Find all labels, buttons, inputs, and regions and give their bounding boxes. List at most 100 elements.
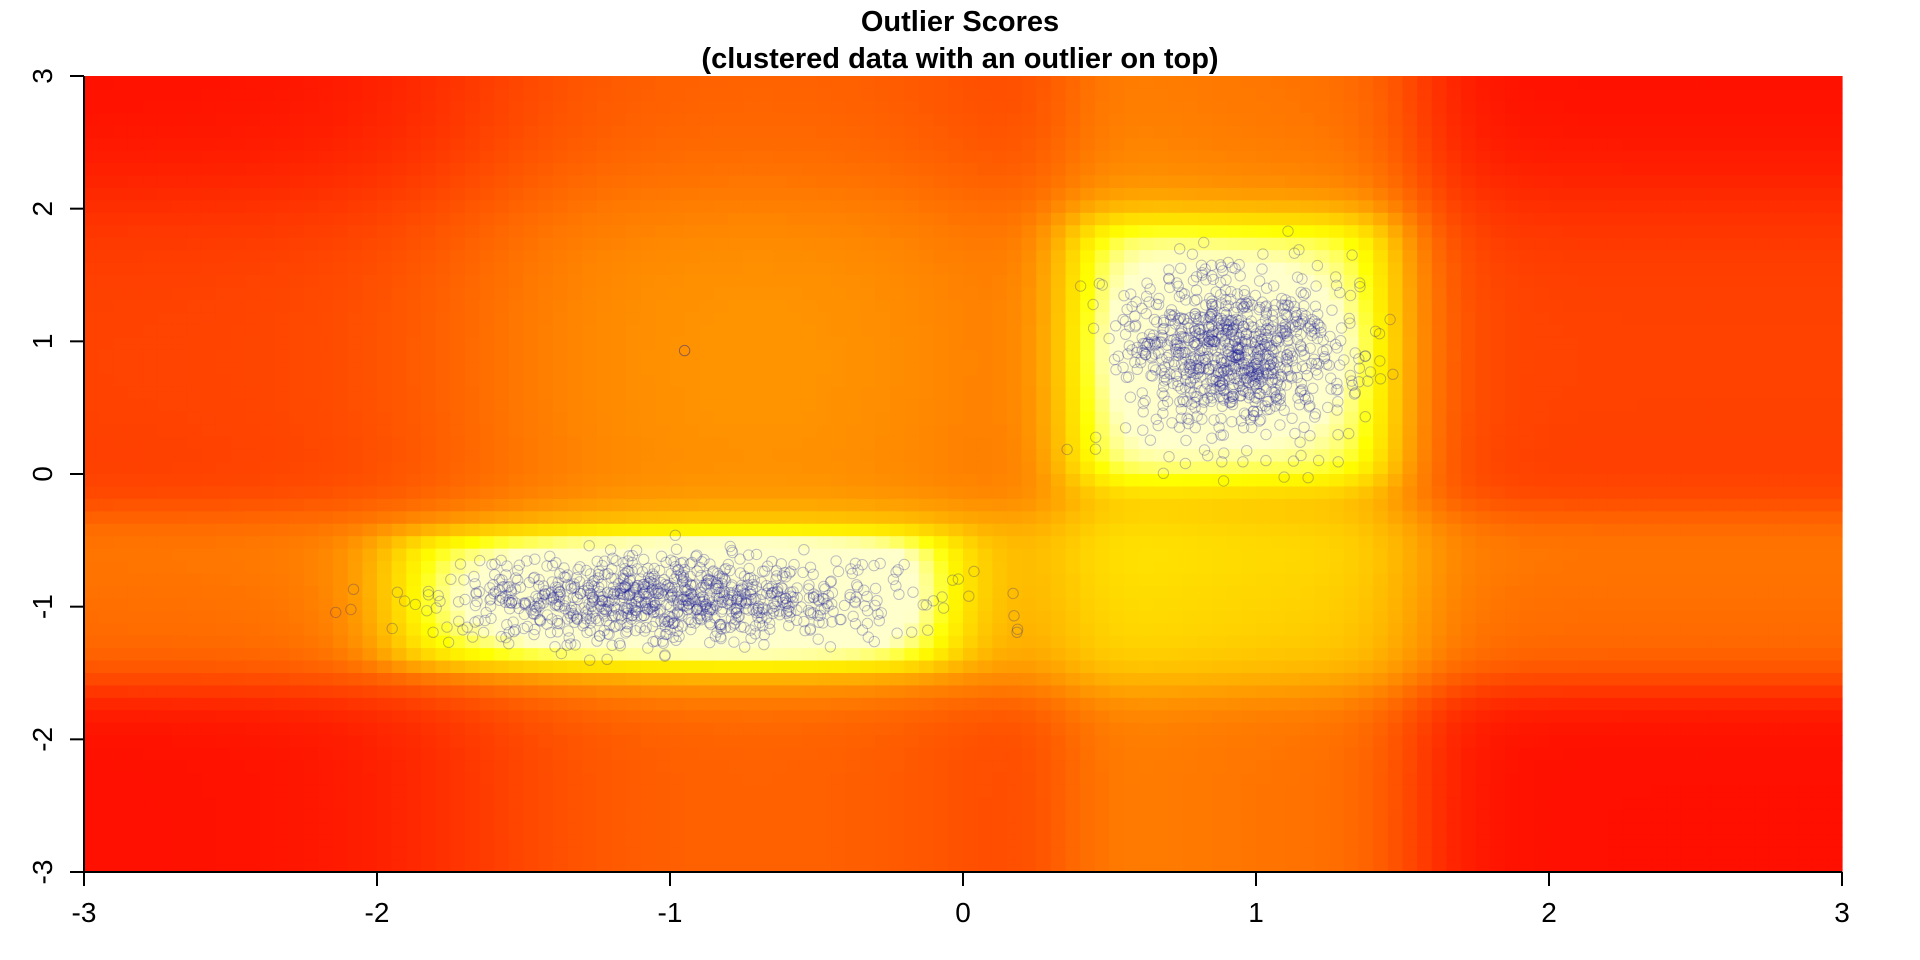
- heat-cell: [1563, 411, 1579, 425]
- heat-cell: [1168, 349, 1184, 363]
- heat-cell: [1212, 237, 1228, 251]
- heat-cell: [1636, 486, 1653, 500]
- heat-cell: [1622, 125, 1638, 139]
- heat-cell: [1226, 337, 1242, 351]
- heat-cell: [1109, 125, 1125, 139]
- heat-cell: [127, 287, 144, 301]
- heat-cell: [1036, 187, 1052, 201]
- heat-cell: [1431, 362, 1448, 376]
- heat-cell: [757, 585, 774, 599]
- heat-cell: [582, 561, 598, 575]
- heat-cell: [713, 163, 730, 177]
- heat-cell: [567, 585, 583, 599]
- heat-cell: [963, 163, 979, 177]
- heat-cell: [1270, 113, 1286, 127]
- heat-cell: [201, 163, 217, 177]
- heat-cell: [1607, 511, 1623, 525]
- heat-cell: [1666, 299, 1682, 313]
- heat-cell: [713, 424, 730, 438]
- heat-cell: [98, 225, 114, 239]
- heat-cell: [904, 287, 920, 301]
- heat-cell: [1798, 461, 1814, 475]
- heat-cell: [1651, 262, 1667, 276]
- heat-cell: [230, 237, 246, 251]
- heat-cell: [1592, 474, 1609, 488]
- heat-cell: [347, 175, 363, 189]
- heat-cell: [1680, 299, 1697, 313]
- heat-cell: [611, 523, 627, 537]
- heat-cell: [186, 225, 202, 239]
- heat-cell: [113, 585, 129, 599]
- heat-cell: [494, 411, 510, 425]
- heat-cell: [1695, 88, 1711, 102]
- heat-cell: [362, 411, 378, 425]
- heat-cell: [582, 511, 598, 525]
- heat-cell: [406, 349, 422, 363]
- heat-cell: [391, 386, 407, 400]
- heat-cell: [215, 163, 232, 177]
- heat-cell: [318, 486, 334, 500]
- heat-cell: [377, 585, 393, 599]
- heat-cell: [450, 200, 466, 214]
- heat-cell: [391, 312, 407, 326]
- heat-cell: [1563, 299, 1579, 313]
- heat-cell: [391, 88, 407, 102]
- heat-cell: [1636, 100, 1653, 114]
- heat-cell: [1754, 498, 1770, 512]
- heat-cell: [889, 175, 905, 189]
- heat-cell: [113, 237, 129, 251]
- heat-cell: [1607, 411, 1623, 425]
- heat-cell: [1285, 486, 1301, 500]
- heat-cell: [1592, 498, 1609, 512]
- heat-cell: [157, 585, 173, 599]
- heat-cell: [420, 424, 437, 438]
- heat-cell: [552, 262, 569, 276]
- heat-cell: [655, 511, 671, 525]
- heat-cell: [1358, 511, 1374, 525]
- heat-cell: [479, 299, 495, 313]
- heat-cell: [333, 287, 349, 301]
- heat-cell: [992, 523, 1008, 537]
- heat-cell: [889, 262, 905, 276]
- heat-cell: [845, 561, 862, 575]
- heat-cell: [1168, 76, 1184, 90]
- heat-cell: [1138, 299, 1155, 313]
- heat-cell: [1036, 362, 1052, 376]
- heat-cell: [845, 237, 862, 251]
- heat-cell: [347, 76, 363, 90]
- heat-cell: [84, 125, 100, 139]
- heat-cell: [1666, 113, 1682, 127]
- heat-cell: [1006, 449, 1023, 463]
- heat-cell: [743, 200, 759, 214]
- heat-cell: [84, 561, 100, 575]
- heat-cell: [113, 498, 129, 512]
- heat-cell: [919, 349, 935, 363]
- heat-cell: [142, 573, 158, 587]
- heat-cell: [186, 138, 202, 152]
- heat-cell: [904, 573, 920, 587]
- heat-cell: [289, 212, 305, 226]
- heat-cell: [626, 511, 642, 525]
- heat-cell: [84, 262, 100, 276]
- heat-cell: [98, 585, 114, 599]
- heat-cell: [1622, 312, 1638, 326]
- heat-cell: [245, 424, 261, 438]
- heat-cell: [1461, 498, 1477, 512]
- heat-cell: [274, 362, 290, 376]
- heat-cell: [933, 349, 949, 363]
- heat-cell: [1050, 275, 1067, 289]
- heat-cell: [875, 349, 891, 363]
- heat-cell: [1768, 125, 1784, 139]
- heat-cell: [1666, 237, 1682, 251]
- heat-cell: [757, 225, 774, 239]
- heat-cell: [347, 212, 363, 226]
- heat-cell: [1373, 125, 1389, 139]
- heat-cell: [420, 399, 437, 413]
- heat-cell: [801, 225, 818, 239]
- heat-cell: [626, 163, 642, 177]
- heat-cell: [1607, 374, 1623, 388]
- heat-cell: [889, 237, 905, 251]
- heat-cell: [1124, 150, 1140, 164]
- heat-cell: [626, 573, 642, 587]
- heat-cell: [201, 573, 217, 587]
